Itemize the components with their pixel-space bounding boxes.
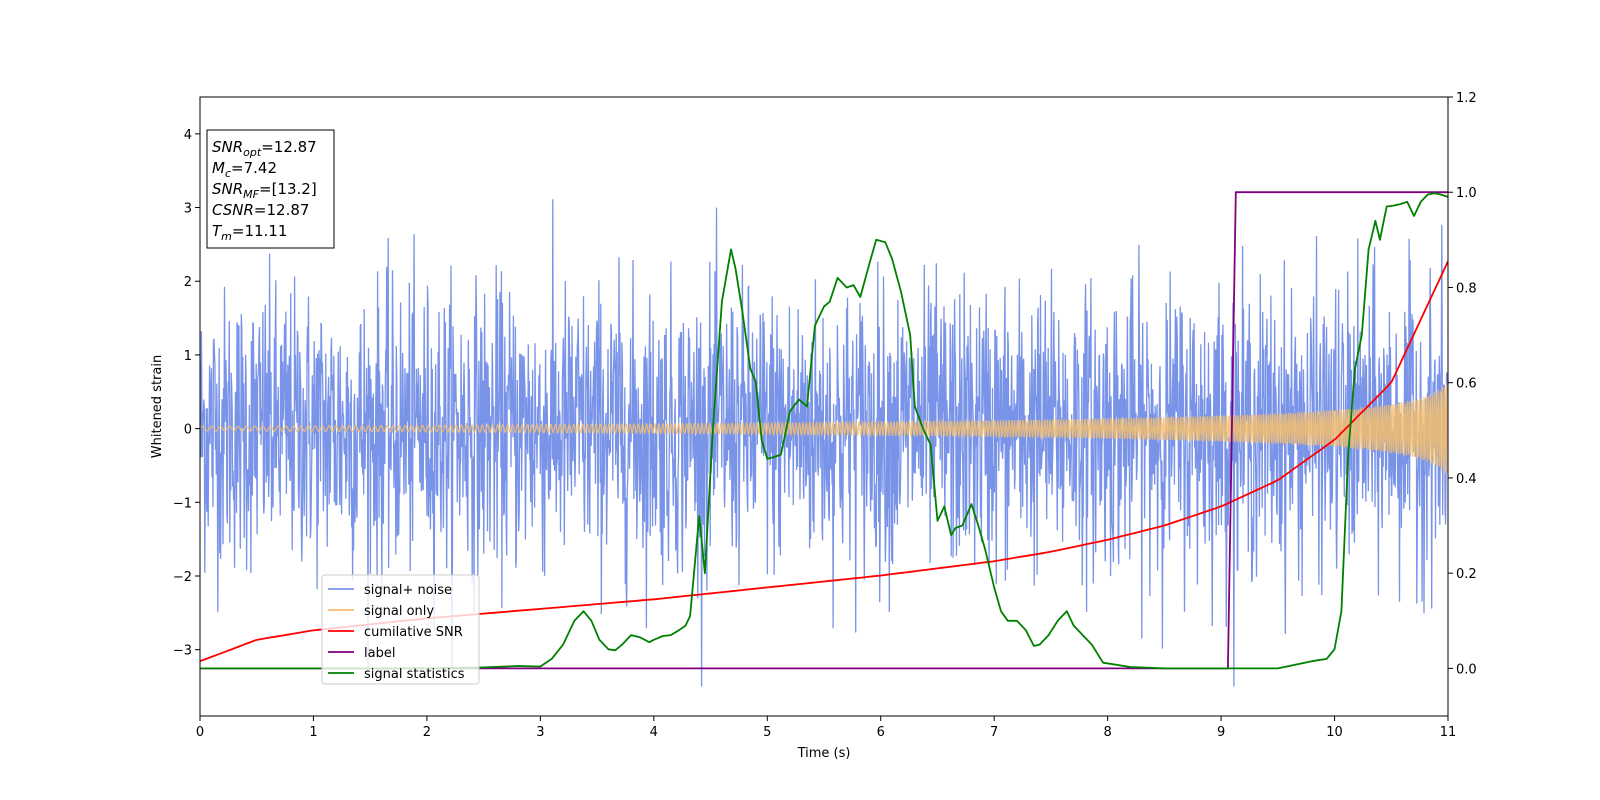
x-tick-label: 9 xyxy=(1217,725,1225,740)
y-tick-label: 1 xyxy=(184,349,192,364)
x-tick-label: 11 xyxy=(1440,725,1457,740)
x-tick-label: 2 xyxy=(423,725,431,740)
y-tick-label: 3 xyxy=(184,202,192,217)
x-tick-label: 1 xyxy=(309,725,317,740)
y-axis-label: Whitened strain xyxy=(150,355,165,458)
info-line: CSNR=12.87 xyxy=(212,201,309,219)
legend-label: signal statistics xyxy=(364,667,465,682)
y-tick-label: 0 xyxy=(184,423,192,438)
info-line: Mc=7.42 xyxy=(212,159,277,180)
series-signal-statistics xyxy=(200,192,1448,670)
legend-label: signal only xyxy=(364,604,434,619)
x-tick-label: 0 xyxy=(196,725,204,740)
series-signal-noise xyxy=(200,199,1448,687)
series-label xyxy=(200,191,1448,670)
y-tick-label: −1 xyxy=(173,496,192,511)
y-tick-label: −3 xyxy=(173,644,192,659)
legend-label: signal+ noise xyxy=(364,583,452,598)
info-line: Tm=11.11 xyxy=(212,222,287,243)
x-tick-label: 3 xyxy=(536,725,544,740)
info-box: SNRopt=12.87Mc=7.42SNRMF=[13.2]CSNR=12.8… xyxy=(206,129,335,249)
x-tick-label: 5 xyxy=(763,725,771,740)
info-box-frame xyxy=(206,129,335,249)
legend-label: label xyxy=(364,646,395,661)
legend-label: cumilative SNR xyxy=(364,625,463,640)
legend: signal+ noise signal only cumilative SNR la… xyxy=(321,574,480,685)
axes-frame xyxy=(199,96,1449,717)
y-tick-label: 2 xyxy=(184,275,192,290)
info-line: SNRopt=12.87 xyxy=(212,138,317,159)
y-right-tick-label: 0.8 xyxy=(1456,281,1477,296)
info-line: SNRMF=[13.2] xyxy=(212,180,317,201)
x-tick-label: 7 xyxy=(990,725,998,740)
x-tick-label: 8 xyxy=(1103,725,1111,740)
y-right-tick-label: 0.0 xyxy=(1456,662,1477,677)
x-tick-label: 6 xyxy=(877,725,885,740)
y-right-tick-label: 1.0 xyxy=(1456,186,1477,201)
series-signal-only xyxy=(200,382,1448,474)
x-axis-label: Time (s) xyxy=(797,746,851,761)
x-tick-label: 4 xyxy=(650,725,658,740)
y-right-tick-label: 0.6 xyxy=(1456,377,1477,392)
x-tick-label: 10 xyxy=(1326,725,1343,740)
y-right-tick-label: 0.4 xyxy=(1456,472,1477,487)
y-right-tick-label: 1.2 xyxy=(1456,91,1477,106)
axis-ticks: 0 1 2 3 4 5 6 7 8 9 10 11 −3 −2 −1 0 1 2 3 4 0.0 0.2 0.4 0.6 0.8… xyxy=(173,91,1477,740)
y-right-tick-label: 0.2 xyxy=(1456,567,1477,582)
legend-frame xyxy=(321,574,480,685)
y-tick-label: 4 xyxy=(184,128,192,143)
y-tick-label: −2 xyxy=(173,570,192,585)
